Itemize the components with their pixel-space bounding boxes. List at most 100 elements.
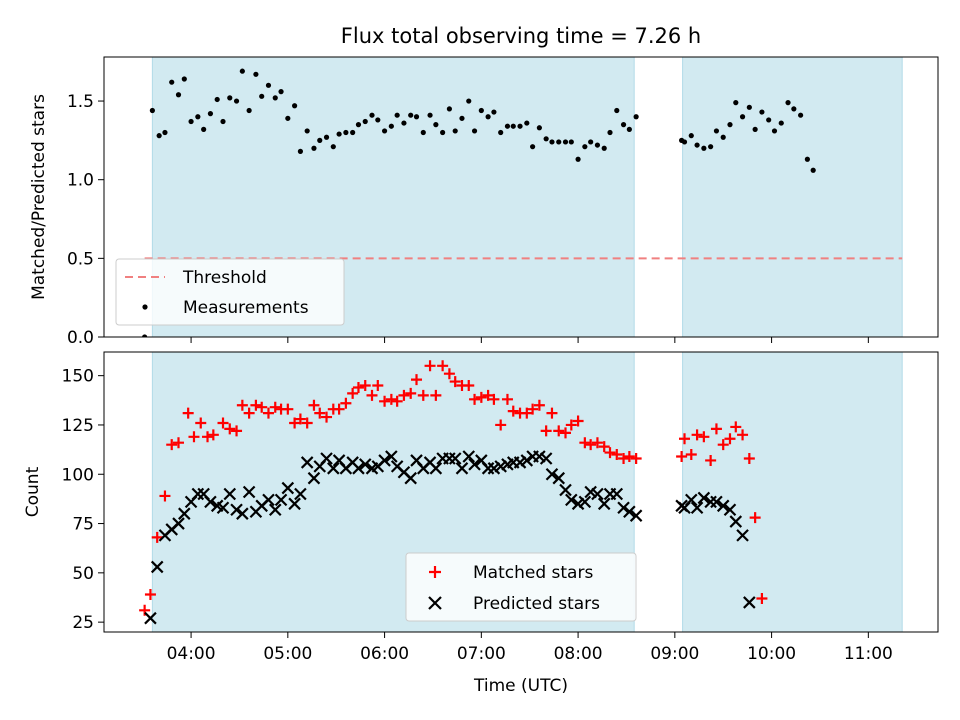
measurement-point bbox=[330, 144, 336, 150]
predicted-star-point bbox=[736, 529, 749, 542]
matched-star-point bbox=[698, 431, 710, 443]
matched-star-point bbox=[527, 403, 539, 415]
matched-star-point bbox=[269, 401, 281, 413]
matched-star-point bbox=[250, 399, 262, 411]
matched-star-point bbox=[372, 380, 384, 392]
measurement-point bbox=[304, 128, 310, 134]
measurement-point bbox=[785, 100, 791, 106]
matched-star-point bbox=[405, 387, 417, 399]
matched-star-points bbox=[139, 360, 768, 616]
y-tick-label: 50 bbox=[72, 564, 94, 584]
matched-star-point bbox=[139, 604, 151, 616]
predicted-star-point bbox=[300, 456, 314, 469]
measurement-point bbox=[510, 123, 516, 129]
predicted-star-point bbox=[288, 497, 301, 511]
y-tick-label: 75 bbox=[72, 515, 94, 535]
predicted-star-point bbox=[178, 507, 191, 520]
measurement-point bbox=[810, 167, 816, 173]
measurement-point bbox=[401, 120, 407, 126]
predicted-star-point bbox=[629, 509, 643, 522]
measurement-point bbox=[720, 134, 726, 140]
measurement-point bbox=[856, 0, 861, 3]
measurement-point bbox=[446, 106, 453, 112]
measurement-point bbox=[791, 106, 797, 112]
measurement-point bbox=[201, 126, 207, 132]
matched-star-point bbox=[207, 429, 219, 441]
measurement-point bbox=[817, 0, 822, 3]
matched-star-point bbox=[507, 405, 519, 417]
matched-star-point bbox=[521, 407, 533, 419]
measurement-point bbox=[759, 109, 765, 115]
predicted-star-point bbox=[204, 495, 217, 509]
predicted-star-point bbox=[385, 450, 398, 463]
measurement-point bbox=[752, 126, 758, 132]
matched-star-point bbox=[630, 452, 642, 464]
matched-star-point bbox=[685, 449, 697, 461]
measurement-point bbox=[746, 104, 752, 110]
predicted-star-point bbox=[448, 452, 462, 465]
matched-star-point bbox=[449, 376, 461, 388]
predicted-star-point bbox=[578, 495, 592, 509]
predicted-star-point bbox=[294, 487, 307, 501]
measurement-point bbox=[323, 134, 330, 140]
measurement-point bbox=[227, 95, 233, 101]
matched-star-point bbox=[188, 431, 200, 443]
predicted-star-point bbox=[327, 462, 340, 475]
matched-star-point bbox=[495, 419, 507, 431]
matched-star-point bbox=[565, 419, 577, 431]
measurement-point bbox=[478, 107, 484, 114]
measurement-point bbox=[575, 156, 581, 162]
measurement-point bbox=[900, 0, 905, 3]
y-tick-label: 25 bbox=[72, 613, 94, 633]
predicted-star-point bbox=[281, 481, 295, 495]
chart-title: Flux total observing time = 7.26 h bbox=[341, 24, 701, 48]
matched-star-point bbox=[359, 380, 371, 392]
measurement-point bbox=[285, 115, 291, 121]
predicted-star-point bbox=[223, 487, 237, 501]
measurement-point bbox=[620, 122, 627, 128]
x-tick-label: 05:00 bbox=[263, 644, 312, 664]
measurement-point bbox=[471, 128, 478, 134]
matched-star-point bbox=[166, 439, 178, 451]
x-tick-label: 09:00 bbox=[650, 644, 699, 664]
matched-star-point bbox=[236, 399, 248, 411]
matched-star-point bbox=[488, 393, 500, 405]
predicted-star-point bbox=[610, 487, 624, 501]
measurement-point bbox=[701, 145, 707, 151]
x-axis-label: Time (UTC) bbox=[473, 676, 568, 696]
measurement-point bbox=[292, 103, 298, 109]
matched-star-point bbox=[705, 454, 717, 466]
predicted-star-point bbox=[743, 596, 756, 609]
predicted-star-point bbox=[144, 611, 157, 625]
measurement-points bbox=[142, 0, 905, 337]
matched-star-point bbox=[572, 415, 584, 427]
matched-star-point bbox=[321, 411, 333, 423]
measurement-point bbox=[408, 112, 414, 118]
predicted-star-points bbox=[144, 450, 756, 625]
measurement-point bbox=[169, 79, 175, 85]
measurement-point bbox=[336, 131, 342, 137]
predicted-star-point bbox=[520, 454, 534, 467]
predicted-star-point bbox=[468, 458, 481, 471]
matched-star-point bbox=[151, 531, 163, 543]
matched-star-point bbox=[202, 431, 214, 443]
top-panel-x-ticks bbox=[190, 337, 869, 343]
matched-star-point bbox=[579, 437, 591, 449]
legend-predicted-label: Predicted stars bbox=[473, 594, 600, 614]
measurement-point bbox=[869, 0, 874, 3]
measurement-point bbox=[694, 142, 700, 148]
bottom-panel-frame bbox=[103, 351, 939, 633]
matched-star-point bbox=[294, 413, 306, 425]
measurement-point bbox=[778, 120, 784, 126]
measurement-point bbox=[549, 139, 555, 145]
predicted-star-point bbox=[685, 493, 698, 507]
predicted-star-point bbox=[378, 454, 391, 467]
measurement-point bbox=[188, 118, 194, 125]
measurement-point bbox=[607, 129, 613, 136]
matched-star-point bbox=[398, 389, 410, 401]
predicted-star-point bbox=[230, 503, 243, 517]
matched-star-point bbox=[533, 399, 545, 411]
measurement-point bbox=[594, 142, 601, 148]
measurement-point bbox=[311, 145, 317, 151]
matched-star-point bbox=[730, 421, 742, 433]
